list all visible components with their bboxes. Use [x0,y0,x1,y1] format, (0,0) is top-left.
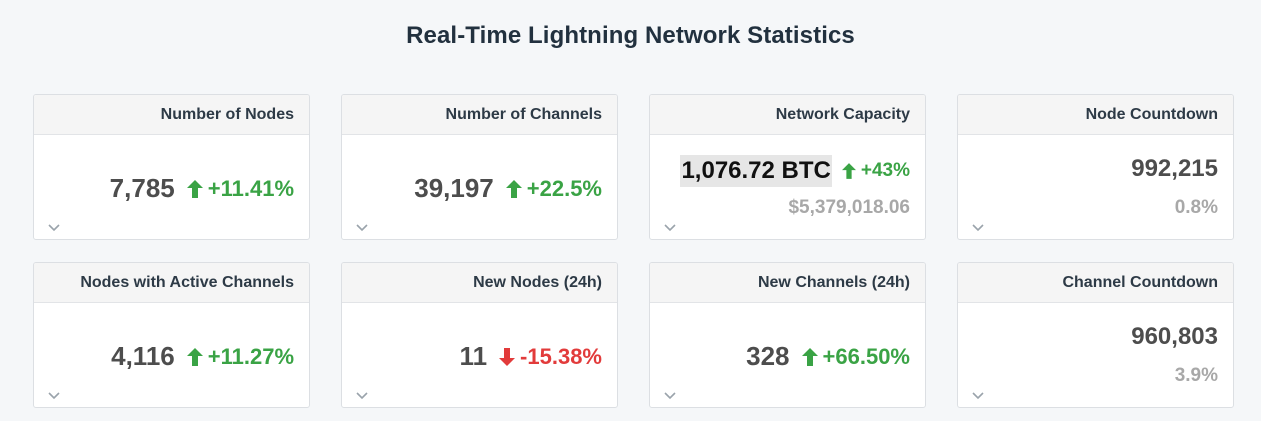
stat-value: 7,785 [109,173,175,203]
stat-value: 1,076.72 BTC [680,155,832,187]
usd-value: $5,379,018.06 [788,197,910,218]
card-body: 1,076.72 BTC +43% $5,379,018.06 [650,135,925,239]
change-percent: +11.41% [207,175,294,201]
change-percent: -15.38% [520,343,602,369]
card-number-of-nodes: Number of Nodes 7,785 +11.41% [33,94,310,240]
card-body: 7,785 +11.41% [34,135,309,239]
chevron-down-icon[interactable] [48,224,60,232]
change-indicator: +11.41% [186,175,294,202]
arrow-up-icon [505,179,522,198]
card-body: 4,116 +11.27% [34,303,309,407]
change-percent: +22.5% [526,175,602,201]
chevron-down-icon[interactable] [356,392,368,400]
change-indicator: -15.38% [499,344,602,370]
countdown-percent: 3.9% [1174,365,1218,386]
card-channel-countdown: Channel Countdown 960,803 3.9% [957,262,1234,408]
card-network-capacity: Network Capacity 1,076.72 BTC +43% $5,37… [649,94,926,240]
card-body: 328 +66.50% [650,303,925,407]
card-node-countdown: Node Countdown 992,215 0.8% [957,94,1234,240]
card-title: Number of Channels [342,95,617,135]
change-percent: +43% [860,160,910,181]
stats-grid: Number of Nodes 7,785 +11.41% Number of … [33,94,1234,408]
card-title: Number of Nodes [34,95,309,135]
change-percent: +66.50% [822,343,910,369]
arrow-down-icon [499,347,516,366]
card-body: 960,803 3.9% [958,303,1233,407]
stat-value: 11 [459,341,488,371]
chevron-down-icon[interactable] [972,392,984,400]
change-indicator: +43% [841,160,910,182]
chevron-down-icon[interactable] [356,224,368,232]
arrow-up-icon [186,179,203,198]
card-title: New Channels (24h) [650,263,925,303]
card-body: 992,215 0.8% [958,135,1233,239]
change-indicator: +66.50% [801,343,910,370]
card-body: 11 -15.38% [342,303,617,407]
card-title: Nodes with Active Channels [34,263,309,303]
arrow-up-icon [841,163,856,179]
change-indicator: +11.27% [186,343,294,370]
card-title: Channel Countdown [958,263,1233,303]
card-new-nodes-24h: New Nodes (24h) 11 -15.38% [341,262,618,408]
stat-value: 960,803 [1131,323,1218,350]
card-title: Node Countdown [958,95,1233,135]
change-indicator: +22.5% [505,175,602,202]
chevron-down-icon[interactable] [972,224,984,232]
page-title: Real-Time Lightning Network Statistics [406,22,855,49]
chevron-down-icon[interactable] [48,392,60,400]
card-title: New Nodes (24h) [342,263,617,303]
card-body: 39,197 +22.5% [342,135,617,239]
stat-value: 992,215 [1131,155,1218,182]
stat-value: 4,116 [111,341,175,371]
arrow-up-icon [186,347,203,366]
change-percent: +11.27% [207,343,294,369]
chevron-down-icon[interactable] [664,392,676,400]
countdown-percent: 0.8% [1174,197,1218,218]
card-new-channels-24h: New Channels (24h) 328 +66.50% [649,262,926,408]
stat-value: 39,197 [414,173,494,203]
chevron-down-icon[interactable] [664,224,676,232]
card-number-of-channels: Number of Channels 39,197 +22.5% [341,94,618,240]
stat-value: 328 [746,341,790,371]
card-title: Network Capacity [650,95,925,135]
arrow-up-icon [801,347,818,366]
card-nodes-with-active-channels: Nodes with Active Channels 4,116 +11.27% [33,262,310,408]
